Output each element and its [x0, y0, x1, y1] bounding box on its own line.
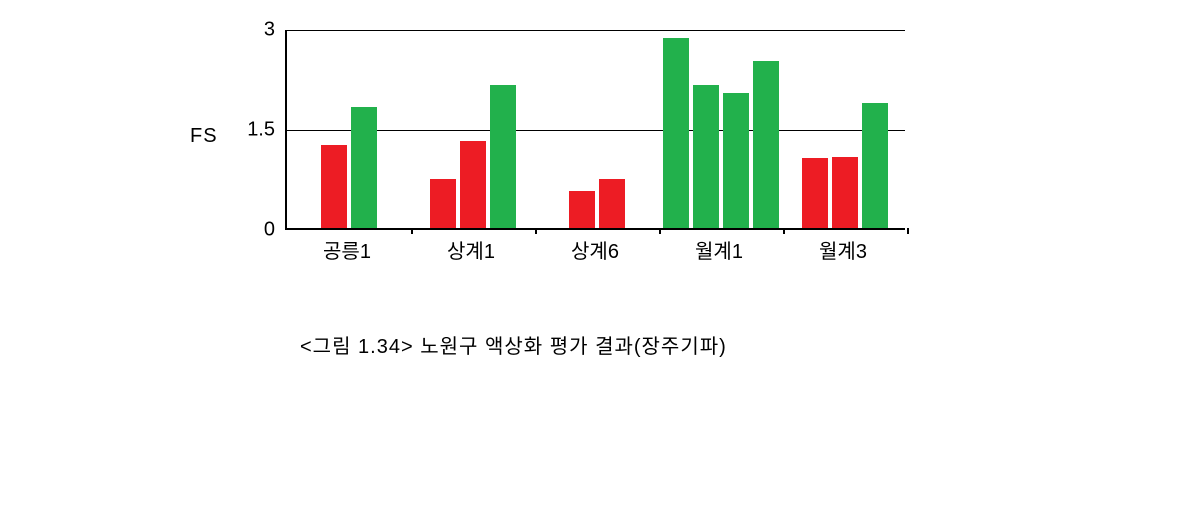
bar	[832, 157, 858, 228]
x-tick-mark	[907, 228, 909, 234]
x-category-label: 월계1	[669, 235, 769, 264]
x-tick-mark	[783, 228, 785, 234]
bar	[569, 191, 595, 228]
bar	[490, 85, 516, 228]
x-tick-mark	[659, 228, 661, 234]
y-tick-label: 0	[215, 219, 275, 242]
y-tick-label: 1.5	[215, 119, 275, 142]
figure-caption: <그림 1.34> 노원구 액상화 평가 결과(장주기파)	[300, 330, 727, 359]
bar	[321, 145, 347, 228]
y-axis-ticks: 01.53	[245, 30, 275, 230]
x-category-label: 상계6	[545, 235, 645, 264]
x-category-label: 공릉1	[297, 235, 397, 264]
y-axis-label: FS	[190, 125, 218, 148]
bar	[723, 93, 749, 228]
gridline	[287, 30, 905, 31]
x-category-label: 상계1	[421, 235, 521, 264]
y-tick-label: 3	[215, 19, 275, 42]
bar	[663, 38, 689, 228]
x-tick-mark	[411, 228, 413, 234]
plot-area	[285, 30, 905, 230]
bar	[693, 85, 719, 228]
bar	[460, 141, 486, 228]
x-axis-labels: 공릉1 상계1 상계6 월계1 월계3	[285, 235, 905, 265]
bar	[802, 158, 828, 228]
fs-bar-chart: FS 01.53 공릉1상계1상계6월계1월계3	[200, 30, 920, 260]
x-tick-mark	[535, 228, 537, 234]
bar	[599, 179, 625, 228]
bar	[430, 179, 456, 228]
bar	[862, 103, 888, 228]
x-category-label: 월계3	[793, 235, 893, 264]
bar	[753, 61, 779, 228]
bar	[351, 107, 377, 228]
gridline	[287, 130, 905, 131]
